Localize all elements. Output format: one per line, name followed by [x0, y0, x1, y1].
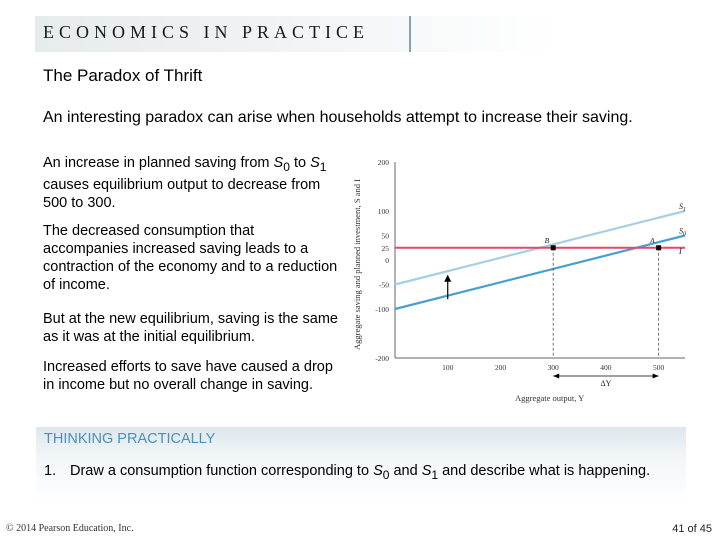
- rise-arrowhead: [444, 274, 452, 282]
- slide-title: The Paradox of Thrift: [43, 66, 203, 85]
- x-axis-label: Aggregate output, Y: [515, 393, 584, 403]
- banner-title: ECONOMICS IN PRACTICE: [43, 22, 370, 42]
- page-number: 41 of 45: [672, 523, 712, 535]
- x-tick-labels: 100 200 300 400 500: [442, 363, 664, 372]
- x-tick-label: 400: [600, 363, 612, 372]
- question-number: 1.: [44, 463, 57, 479]
- y-axis-label: Aggregate saving and planned investment,…: [352, 179, 362, 350]
- equilibrium-label-b: B: [545, 236, 550, 245]
- x-tick-label: 300: [548, 363, 560, 372]
- y-tick-label: -200: [375, 354, 389, 363]
- equilibrium-label-a: A: [649, 236, 655, 245]
- question-text: Draw a consumption function correspondin…: [70, 463, 651, 482]
- copyright: © 2014 Pearson Education, Inc.: [6, 523, 134, 534]
- y-tick-label: 200: [378, 158, 390, 167]
- series-line-s0: [394, 234, 686, 311]
- delta-y-bracket: ΔY: [553, 373, 659, 388]
- banner-divider: [409, 16, 411, 52]
- thinking-practically-box: THINKING PRACTICALLY 1. Draw a consumpti…: [36, 427, 686, 503]
- y-tick-label: -100: [375, 305, 389, 314]
- y-tick-label: 0: [385, 256, 389, 265]
- equilibrium-point-a: [656, 245, 662, 251]
- delta-y-label: ΔY: [600, 379, 611, 388]
- paragraph-saving-increase: An increase in planned saving from S0 to…: [43, 155, 327, 211]
- paradox-of-thrift-chart: Aggregate saving and planned investment,…: [352, 158, 686, 403]
- paragraph-consumption: The decreased consumption that accompani…: [43, 223, 338, 293]
- banner: ECONOMICS IN PRACTICE: [35, 16, 685, 52]
- x-tick-label: 100: [442, 363, 454, 372]
- intro-text: An interesting paradox can arise when ho…: [43, 109, 633, 126]
- equilibrium-point-b: [550, 245, 556, 251]
- paragraph-conclusion: Increased efforts to save have caused a …: [43, 359, 333, 393]
- series-label-s1: S1: [679, 202, 686, 213]
- y-tick-label: 100: [378, 207, 390, 216]
- y-tick-label: 50: [382, 232, 390, 241]
- x-tick-label: 200: [495, 363, 507, 372]
- series-label-s0: S0: [679, 227, 686, 238]
- y-tick-label: 25: [382, 244, 390, 253]
- delta-y-arrow-right: [652, 373, 659, 379]
- y-tick-labels: 200 100 50 25 0 -50 -100 -200: [375, 158, 389, 363]
- x-tick-label: 500: [653, 363, 665, 372]
- thinking-title: THINKING PRACTICALLY: [44, 431, 216, 447]
- y-tick-label: -50: [379, 281, 389, 290]
- delta-y-arrow-left: [553, 373, 560, 379]
- series-label-i: I: [678, 247, 682, 256]
- paragraph-new-equilibrium: But at the new equilibrium, saving is th…: [43, 311, 338, 345]
